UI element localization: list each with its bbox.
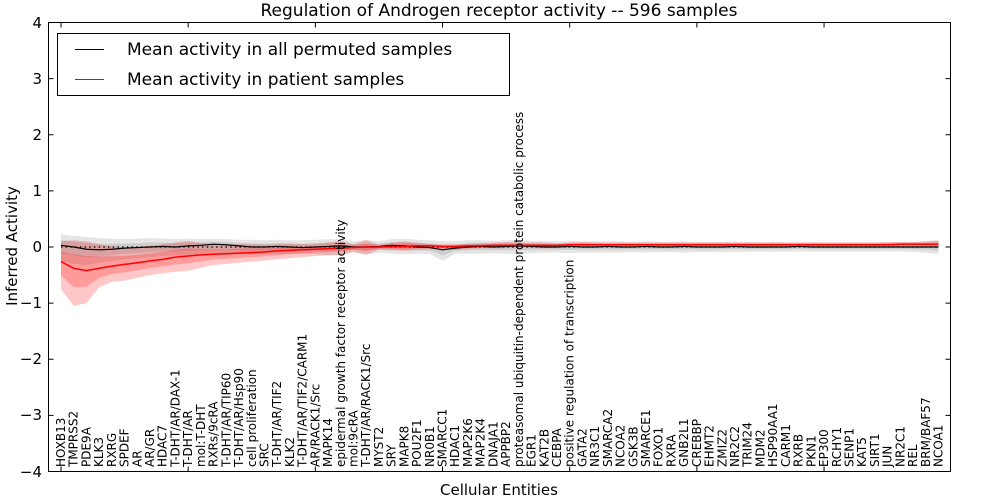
x-tick-label: AR bbox=[130, 450, 144, 467]
x-tick-label: NR0B1 bbox=[423, 426, 437, 467]
x-tick-label: T-DHT/AR/RACK1/Src bbox=[359, 344, 373, 468]
x-tick-label: EP300 bbox=[817, 429, 831, 467]
x-tick-label: KAT2B bbox=[537, 429, 551, 467]
x-tick-label: KLK2 bbox=[283, 437, 297, 467]
y-tick-label: −2 bbox=[19, 350, 42, 369]
x-tick-label: GSK3B bbox=[626, 426, 640, 467]
x-tick-label: AR/GR bbox=[143, 429, 157, 467]
x-tick-label: HOXB13 bbox=[54, 418, 68, 467]
x-tick-label: NCOA1 bbox=[932, 425, 946, 467]
x-tick-label: mol:T-DHT bbox=[194, 404, 208, 467]
legend-entry-permuted: Mean activity in all permuted samples bbox=[75, 35, 509, 64]
x-tick-label: SRC bbox=[257, 443, 271, 467]
x-tick-label: T-DHT/AR/DAX-1 bbox=[168, 369, 182, 468]
x-tick-label: RXRs/9cRA bbox=[207, 401, 221, 467]
x-tick-label: T-DHT/AR/Hsp90 bbox=[232, 368, 246, 468]
x-tick-label: HDAC7 bbox=[156, 425, 170, 467]
x-tick-label: GATA2 bbox=[575, 428, 589, 467]
x-tick-label: RXRG bbox=[105, 433, 119, 467]
x-tick-label: NR2C2 bbox=[728, 426, 742, 467]
x-tick-label: KLK3 bbox=[92, 437, 106, 467]
mean-line-series-0 bbox=[60, 243, 939, 251]
x-tick-label: FOXO1 bbox=[652, 427, 666, 467]
mean-line-series-1 bbox=[60, 243, 939, 272]
band-outer-series-0 bbox=[61, 234, 939, 265]
x-tick-label: NR2C1 bbox=[893, 426, 907, 467]
legend-line-sample-red bbox=[75, 79, 104, 80]
x-tick-label: MYST2 bbox=[372, 427, 386, 467]
y-tick-label: 0 bbox=[32, 238, 42, 256]
legend-label: Mean activity in all permuted samples bbox=[127, 39, 453, 60]
x-tick-label: SENP1 bbox=[842, 428, 856, 467]
y-tick-label: 2 bbox=[32, 125, 42, 144]
x-tick-label: TRIM24 bbox=[741, 422, 755, 468]
band-outer-series-1 bbox=[61, 240, 939, 306]
x-tick-label: CEBPA bbox=[550, 427, 564, 467]
band-inner-series-1 bbox=[61, 242, 939, 288]
x-tick-label: GNB2L1 bbox=[677, 419, 691, 467]
x-tick-label: PDE9A bbox=[79, 426, 93, 467]
y-tick-label: 4 bbox=[32, 13, 42, 32]
x-tick-label: DNAJA1 bbox=[486, 421, 500, 467]
x-tick-label: RXRA bbox=[664, 434, 678, 467]
x-tick-label: MAPK8 bbox=[397, 426, 411, 467]
x-axis-label: Cellular Entities bbox=[440, 481, 558, 499]
x-tick-label: PKN1 bbox=[804, 435, 818, 467]
x-tick-label: APPBP2 bbox=[499, 421, 513, 467]
legend-label: Mean activity in patient samples bbox=[127, 69, 405, 90]
x-tick-label: T-DHT/AR bbox=[181, 410, 195, 468]
x-tick-label: EHMT2 bbox=[703, 425, 717, 467]
x-tick-label: POU2F1 bbox=[410, 419, 424, 467]
x-tick-label: cell proliferation bbox=[245, 369, 259, 467]
x-tick-label: RXRB bbox=[792, 434, 806, 467]
x-tick-label: ZMIZ2 bbox=[715, 429, 729, 467]
x-tick-label: SMARCA2 bbox=[601, 409, 615, 467]
x-tick-label: proteasomal ubiquitin-dependent protein … bbox=[512, 112, 526, 467]
x-tick-label: SIRT1 bbox=[868, 433, 882, 467]
y-tick-label: −1 bbox=[19, 294, 42, 313]
legend: Mean activity in all permuted samples Me… bbox=[57, 33, 510, 96]
x-tick-label: epidermal growth factor receptor activit… bbox=[334, 220, 348, 467]
chart-title: Regulation of Androgen receptor activity… bbox=[260, 1, 738, 21]
x-tick-label: T-DHT/AR/TIF2/CARM1 bbox=[296, 334, 310, 468]
x-tick-label: T-DHT/AR/TIF2 bbox=[270, 381, 284, 468]
x-tick-label: MDM2 bbox=[753, 429, 767, 467]
x-tick-label: KAT5 bbox=[855, 437, 869, 467]
x-tick-label: positive regulation of transcription bbox=[563, 260, 577, 467]
y-tick-label: −3 bbox=[19, 406, 42, 425]
x-tick-label: SMARCE1 bbox=[639, 409, 653, 467]
x-tick-label: MAP2K4 bbox=[474, 418, 488, 467]
x-tick-label: HDAC1 bbox=[448, 425, 462, 467]
x-tick-label: mol:9cRA bbox=[347, 410, 361, 467]
band-inner-series-0 bbox=[61, 239, 939, 258]
x-tick-label: SRY bbox=[385, 444, 399, 467]
y-tick-label: 3 bbox=[32, 69, 42, 88]
x-tick-label: NCOA2 bbox=[614, 425, 628, 467]
x-tick-label: CARM1 bbox=[779, 424, 793, 467]
y-tick-label: 1 bbox=[32, 181, 42, 200]
x-tick-label: MAPK14 bbox=[321, 418, 335, 467]
x-tick-label: T-DHT/AR/TIP60 bbox=[219, 373, 233, 468]
x-tick-label: MAP2K6 bbox=[461, 418, 475, 467]
legend-entry-patient: Mean activity in patient samples bbox=[75, 65, 509, 94]
x-tick-label: HSP90AA1 bbox=[766, 403, 780, 467]
legend-line-sample-black bbox=[75, 49, 104, 50]
x-tick-label: JUN bbox=[881, 446, 895, 468]
x-tick-label: BRM/BAF57 bbox=[919, 397, 933, 467]
x-tick-label: AR/RACK1/Src bbox=[308, 384, 322, 467]
x-tick-label: NR3C1 bbox=[588, 426, 602, 467]
x-tick-label: CREBBP bbox=[690, 419, 704, 467]
y-tick-label: −4 bbox=[19, 462, 42, 481]
x-tick-label: REL bbox=[906, 444, 920, 467]
x-tick-label: EGR1 bbox=[525, 434, 539, 467]
x-tick-label: SPDEF bbox=[118, 428, 132, 467]
x-tick-label: RCHY1 bbox=[830, 427, 844, 467]
x-tick-label: TMPRSS2 bbox=[67, 411, 81, 468]
x-tick-label: SMARCC1 bbox=[436, 409, 450, 467]
